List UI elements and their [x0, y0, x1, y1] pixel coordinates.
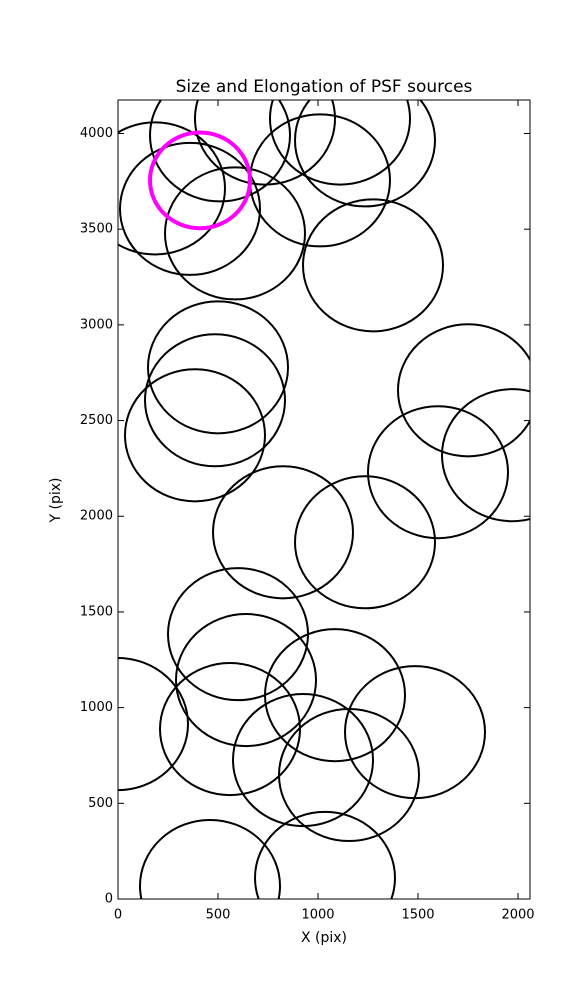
y-tick-label: 4000	[80, 126, 113, 141]
psf-ellipse	[149, 100, 291, 203]
psf-ellipse	[278, 707, 420, 843]
psf-ellipse	[164, 166, 306, 301]
y-tick-label: 2000	[80, 509, 113, 524]
y-tick-label: 3000	[80, 317, 113, 332]
y-tick-label: 2500	[80, 413, 113, 428]
psf-ellipse	[294, 100, 436, 208]
psf-ellipse	[139, 818, 281, 899]
psf-ellipse	[397, 323, 530, 458]
psf-ellipse	[147, 300, 289, 435]
y-tick-label: 1000	[80, 700, 113, 715]
psf-ellipse	[367, 405, 509, 540]
psf-ellipse	[302, 198, 444, 333]
y-tick-label: 3500	[80, 222, 113, 237]
psf-ellipse	[175, 613, 317, 748]
psf-ellipse	[124, 368, 266, 503]
x-tick-label: 2000	[501, 908, 534, 923]
y-tick-label: 1500	[80, 604, 113, 619]
y-tick-label: 0	[105, 892, 113, 907]
plot-frame	[117, 99, 531, 900]
psf-ellipse	[254, 810, 396, 899]
psf-ellipse	[148, 130, 252, 231]
psf-ellipse	[167, 567, 309, 702]
y-tick-label: 500	[88, 796, 113, 811]
psf-ellipse	[264, 628, 406, 763]
psf-ellipse	[118, 121, 226, 256]
y-axis-label: Y (pix)	[48, 478, 64, 524]
psf-ellipse	[294, 475, 436, 610]
chart-title: Size and Elongation of PSF sources	[176, 77, 473, 97]
psf-ellipse	[118, 657, 189, 792]
psf-ellipse	[269, 100, 411, 186]
psf-ellipse	[232, 693, 374, 828]
x-tick-label: 1000	[301, 908, 334, 923]
x-tick-label: 500	[206, 908, 231, 923]
psf-ellipse	[441, 388, 530, 523]
plot-area	[118, 100, 530, 899]
psf-ellipse	[119, 141, 261, 276]
x-axis-label: X (pix)	[301, 930, 347, 946]
psf-ellipse	[144, 333, 286, 468]
psf-ellipse	[212, 465, 354, 600]
x-tick-label: 0	[114, 908, 122, 923]
psf-ellipse	[194, 100, 336, 186]
x-tick-label: 1500	[401, 908, 434, 923]
